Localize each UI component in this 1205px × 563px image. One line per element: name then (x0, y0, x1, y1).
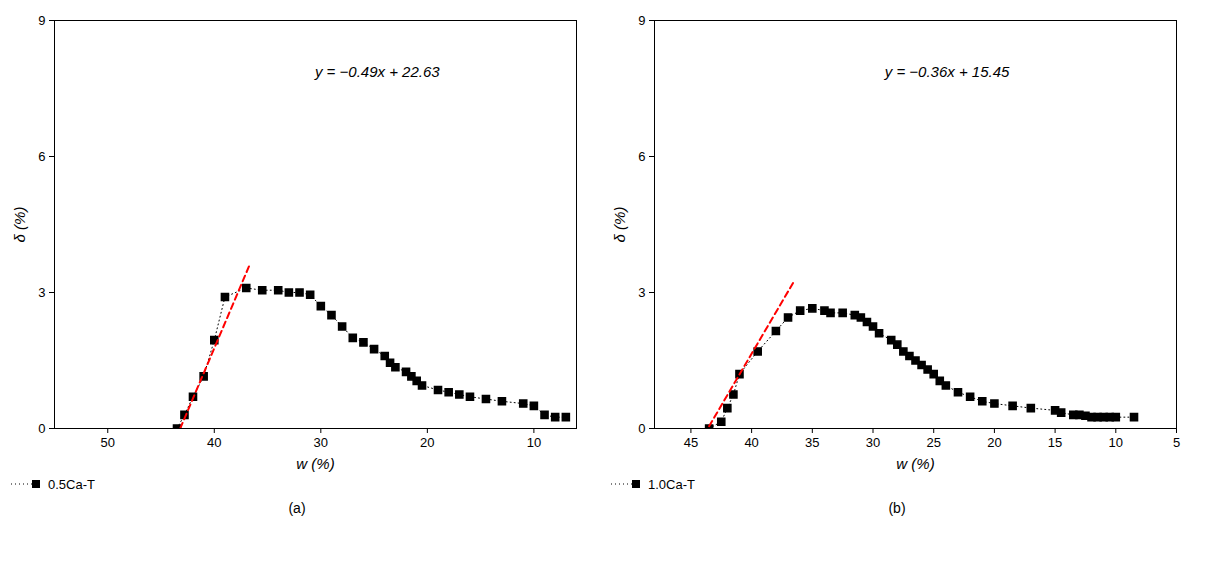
svg-text:δ (%): δ (%) (611, 207, 628, 243)
svg-text:9: 9 (38, 13, 45, 28)
svg-text:9: 9 (638, 13, 645, 28)
svg-text:6: 6 (638, 149, 645, 164)
svg-text:y = −0.49x + 22.63: y = −0.49x + 22.63 (314, 63, 440, 80)
svg-text:w (%): w (%) (296, 455, 334, 472)
svg-text:30: 30 (866, 435, 880, 450)
svg-text:40: 40 (744, 435, 758, 450)
svg-text:45: 45 (684, 435, 698, 450)
svg-text:0: 0 (38, 421, 45, 436)
svg-text:15: 15 (1048, 435, 1062, 450)
svg-text:δ (%): δ (%) (11, 207, 28, 243)
svg-text:10: 10 (527, 435, 541, 450)
svg-text:20: 20 (987, 435, 1001, 450)
svg-text:6: 6 (38, 149, 45, 164)
svg-text:w (%): w (%) (896, 455, 934, 472)
svg-text:0: 0 (638, 421, 645, 436)
html-text:(b): (b) (888, 500, 906, 516)
svg-text:30: 30 (314, 435, 328, 450)
svg-text:25: 25 (926, 435, 940, 450)
html-text:(a): (a) (288, 500, 306, 516)
svg-text:y = −0.36x + 15.45: y = −0.36x + 15.45 (884, 63, 1010, 80)
svg-text:5: 5 (1173, 435, 1180, 450)
svg-text:20: 20 (420, 435, 434, 450)
svg-text:35: 35 (805, 435, 819, 450)
svg-text:3: 3 (638, 285, 645, 300)
svg-text:3: 3 (38, 285, 45, 300)
html-text:1.0Ca-T: 1.0Ca-T (648, 476, 695, 492)
html-text:0.5Ca-T: 0.5Ca-T (48, 476, 95, 492)
svg-text:40: 40 (207, 435, 221, 450)
svg-text:50: 50 (101, 435, 115, 450)
svg-text:10: 10 (1109, 435, 1123, 450)
